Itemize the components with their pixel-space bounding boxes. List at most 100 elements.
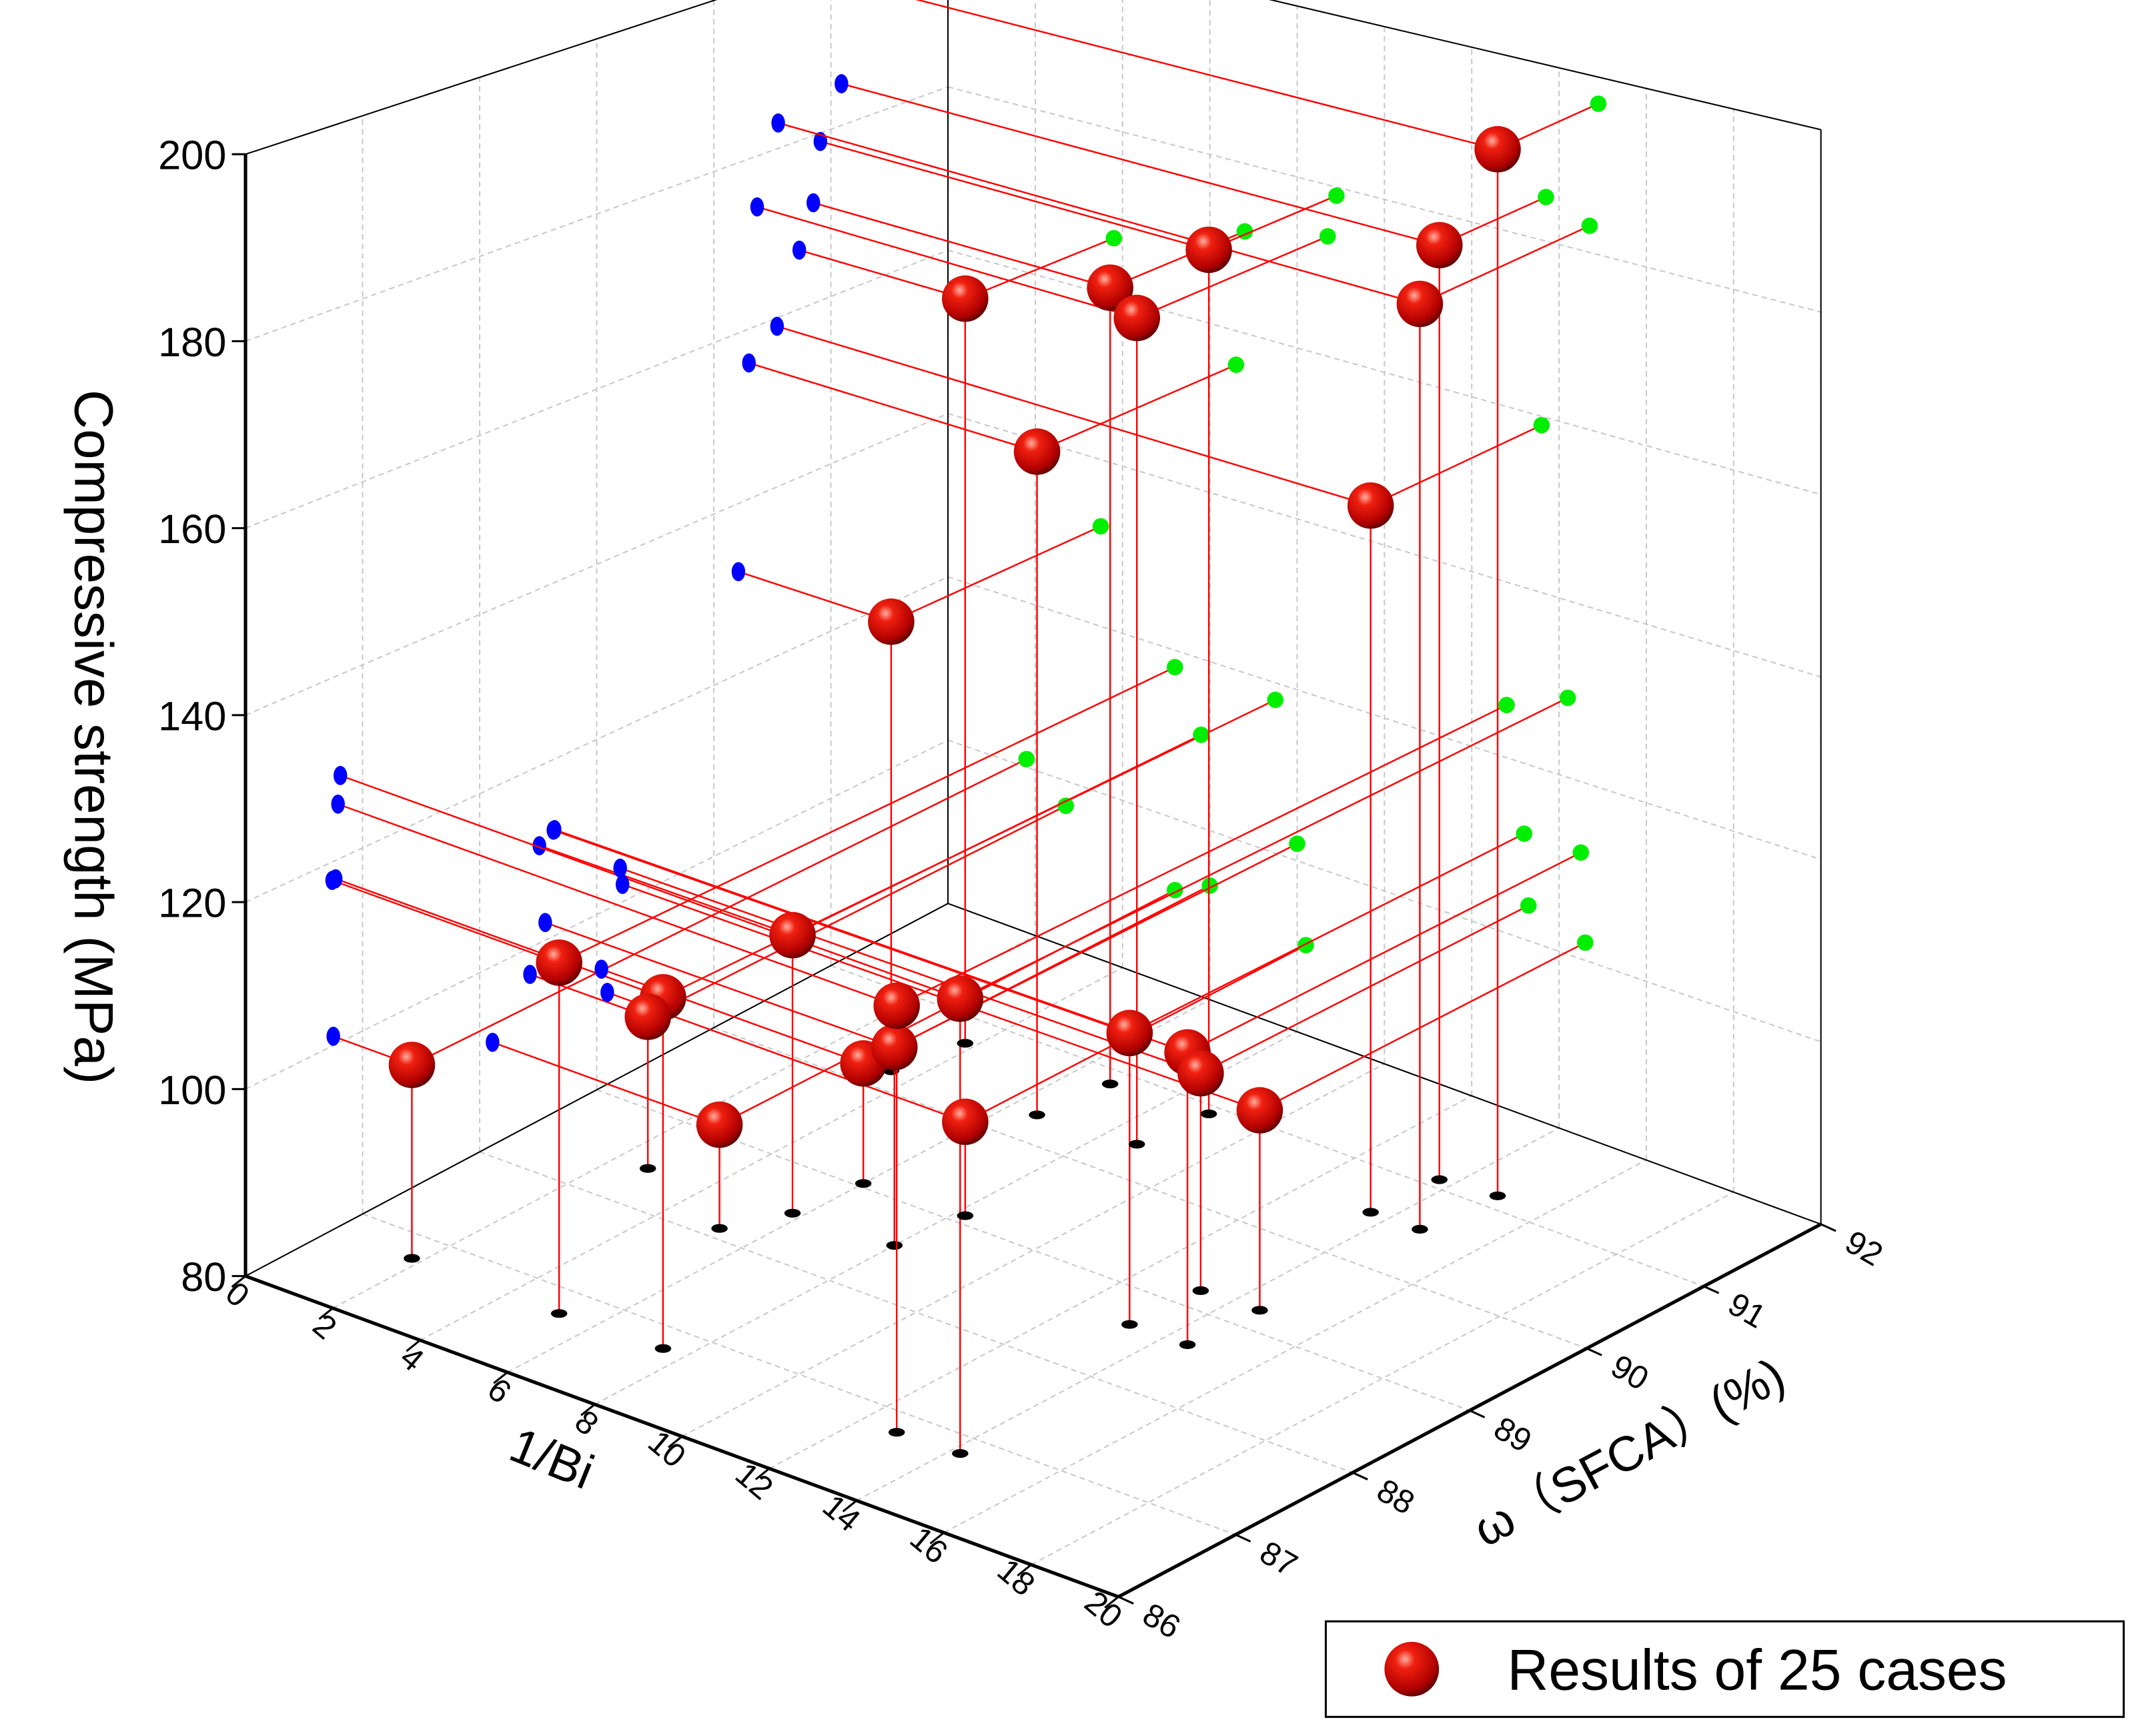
box-edge: [1268, 0, 1821, 131]
drop-line: [776, 325, 1372, 506]
drop-line: [332, 879, 560, 963]
drop-line: [1419, 225, 1590, 305]
x-tick-label: 20: [1078, 1584, 1129, 1635]
x-tick: [580, 1403, 596, 1416]
drop-line: [813, 201, 1111, 289]
grid: [245, 0, 1822, 1598]
y-wall-projection: [1538, 189, 1554, 205]
z-tick-label: 180: [158, 320, 226, 366]
y-wall-projection: [1572, 844, 1590, 861]
x-tick-label: 16: [903, 1520, 955, 1571]
floor-projection: [1412, 1224, 1428, 1234]
drop-line: [492, 1041, 720, 1126]
data-point: [1236, 1087, 1283, 1134]
drop-line: [1136, 236, 1328, 319]
y-wall-projection: [1227, 356, 1245, 373]
floor-projection: [1192, 1286, 1209, 1296]
grid-line: [947, 250, 1821, 496]
y-wall-projection: [1057, 797, 1074, 814]
drop-line: [748, 362, 1037, 453]
data-point: [388, 1041, 436, 1088]
x-tick: [493, 1371, 508, 1384]
x-wall-projection: [594, 959, 608, 979]
data-point: [1474, 125, 1521, 173]
drop-line: [335, 877, 664, 998]
y-wall-projection: [1533, 416, 1550, 434]
box-edge: [245, 0, 718, 155]
floor-projection: [952, 1449, 969, 1458]
y-wall-projection: [1498, 697, 1515, 713]
y-tick: [1352, 1471, 1368, 1480]
y-wall-projection: [1328, 187, 1345, 204]
floor-projection: [784, 1208, 801, 1218]
y-wall-projection: [1289, 835, 1305, 852]
floor-projection: [404, 1254, 420, 1263]
drop-line: [553, 829, 1130, 1034]
y-tick-label: 90: [1605, 1348, 1654, 1398]
marks: [325, 0, 1607, 1458]
y-wall-projection: [1267, 691, 1284, 709]
x-wall-projection: [835, 74, 849, 93]
x-wall-projection: [615, 875, 630, 894]
data-point: [1113, 294, 1161, 342]
x-wall-projection: [532, 836, 546, 855]
y-wall-projection: [1193, 727, 1209, 743]
drop-line: [896, 704, 1508, 1007]
x-tick: [318, 1307, 334, 1320]
drop-line: [340, 775, 961, 1000]
legend-label: Results of 25 cases: [1507, 1638, 2007, 1702]
z-tick-label: 100: [158, 1067, 226, 1114]
y-wall-projection: [1018, 751, 1035, 767]
grid-line: [594, 1031, 1297, 1405]
z-tick-label: 160: [158, 506, 226, 552]
data-point: [942, 275, 989, 322]
drop-line: [1259, 941, 1586, 1112]
y-tick-label: 89: [1488, 1410, 1537, 1460]
drop-line: [620, 867, 1201, 1074]
data-point: [769, 911, 816, 959]
drop-line: [544, 921, 895, 1048]
grid-line: [245, 576, 949, 903]
floor-projection: [1121, 1320, 1138, 1329]
drop-line: [338, 803, 897, 1007]
y-wall-projection: [1520, 897, 1537, 914]
data-point: [1087, 264, 1133, 311]
drop-line: [841, 83, 1440, 246]
grid-line: [1031, 1191, 1734, 1566]
x-tick-label: 18: [991, 1552, 1042, 1603]
y-tick-label: 88: [1371, 1472, 1420, 1522]
x-tick: [842, 1499, 858, 1512]
x-wall-projection: [731, 562, 746, 582]
x-wall-projection: [326, 1026, 340, 1046]
x-tick-label: 2: [306, 1307, 344, 1346]
grid-line: [947, 576, 1821, 861]
y-tick-label: 86: [1137, 1597, 1186, 1646]
floor-projection: [1251, 1306, 1268, 1315]
drop-line: [1370, 424, 1542, 506]
drop-line: [965, 237, 1115, 300]
y-tick: [1586, 1347, 1602, 1356]
legend: Results of 25 cases: [1324, 1620, 2125, 1718]
drop-line: [778, 122, 1420, 305]
x-wall-projection: [331, 794, 345, 814]
y-tick: [1235, 1533, 1251, 1543]
grid-line: [831, 965, 1704, 1287]
x-wall-projection: [328, 869, 343, 889]
x-tick: [754, 1467, 770, 1480]
x-wall-projection: [538, 913, 552, 933]
grid-line: [245, 86, 949, 342]
x-wall-projection: [613, 858, 627, 878]
data-point: [937, 975, 984, 1022]
x-wall-projection: [771, 113, 785, 133]
data-point: [624, 993, 671, 1040]
z-tick-label: 140: [158, 693, 226, 739]
drop-line: [1200, 905, 1529, 1074]
floor-projection: [1101, 1079, 1119, 1089]
grid-line: [362, 1213, 1236, 1536]
drop-line: [1129, 833, 1525, 1034]
drop-line: [539, 845, 793, 936]
data-point: [1347, 482, 1394, 529]
data-point: [536, 939, 582, 986]
x-tick-label: 14: [816, 1488, 867, 1539]
data-point: [942, 1098, 989, 1146]
